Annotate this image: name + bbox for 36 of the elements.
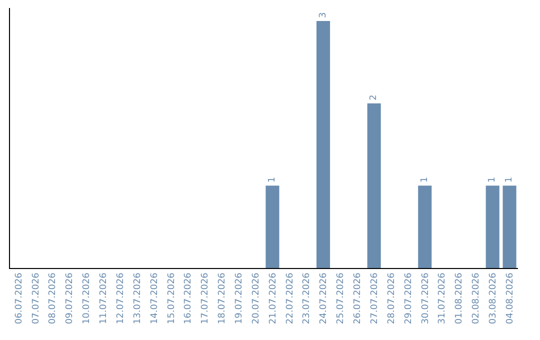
x-tick-label: 07.07.2026 xyxy=(31,272,42,324)
x-tick-label: 12.07.2026 xyxy=(116,272,126,324)
x-tick-label: 09.07.2026 xyxy=(65,272,76,324)
x-tick-label: 27.07.2026 xyxy=(370,272,380,324)
x-tick-label: 23.07.2026 xyxy=(302,272,312,324)
x-tick-label: 03.08.2026 xyxy=(488,272,499,324)
x-tick-label: 19.07.2026 xyxy=(234,272,245,324)
x-tick-label: 10.07.2026 xyxy=(82,272,92,324)
x-tick-label: 04.08.2026 xyxy=(505,272,516,324)
data-label: 1 xyxy=(420,176,430,183)
x-tick-label: 24.07.2026 xyxy=(319,272,330,324)
x-tick-label: 14.07.2026 xyxy=(150,272,160,324)
x-tick-label: 30.07.2026 xyxy=(420,272,431,324)
x-tick-label: 11.07.2026 xyxy=(99,272,110,324)
x-tick-label: 02.08.2026 xyxy=(472,272,482,324)
x-tick-label: 13.07.2026 xyxy=(132,272,143,324)
data-label: 2 xyxy=(369,94,380,100)
x-tick-label: 16.07.2026 xyxy=(184,272,194,324)
x-tick-label: 18.07.2026 xyxy=(218,272,228,324)
x-tick-label: 29.07.2026 xyxy=(404,272,414,324)
x-tick-label: 26.07.2026 xyxy=(353,272,364,324)
data-label: 1 xyxy=(267,176,278,183)
x-tick-label: 15.07.2026 xyxy=(166,272,177,324)
x-tick-label: 28.07.2026 xyxy=(386,272,397,324)
x-tick-label: 21.07.2026 xyxy=(268,272,278,324)
x-tick-label: 06.07.2026 xyxy=(14,272,24,324)
data-label: 1 xyxy=(488,176,498,183)
x-tick-label: 01.08.2026 xyxy=(454,272,465,324)
x-tick-label: 22.07.2026 xyxy=(285,272,296,324)
x-tick-label: 25.07.2026 xyxy=(336,272,346,324)
x-tick-label: 08.07.2026 xyxy=(48,272,58,324)
data-label: 1 xyxy=(504,176,515,183)
data-label: 3 xyxy=(318,12,328,18)
x-tick-label: 20.07.2026 xyxy=(251,272,262,324)
x-tick-label: 17.07.2026 xyxy=(200,272,211,324)
x-tick-label: 31.07.2026 xyxy=(438,272,448,324)
